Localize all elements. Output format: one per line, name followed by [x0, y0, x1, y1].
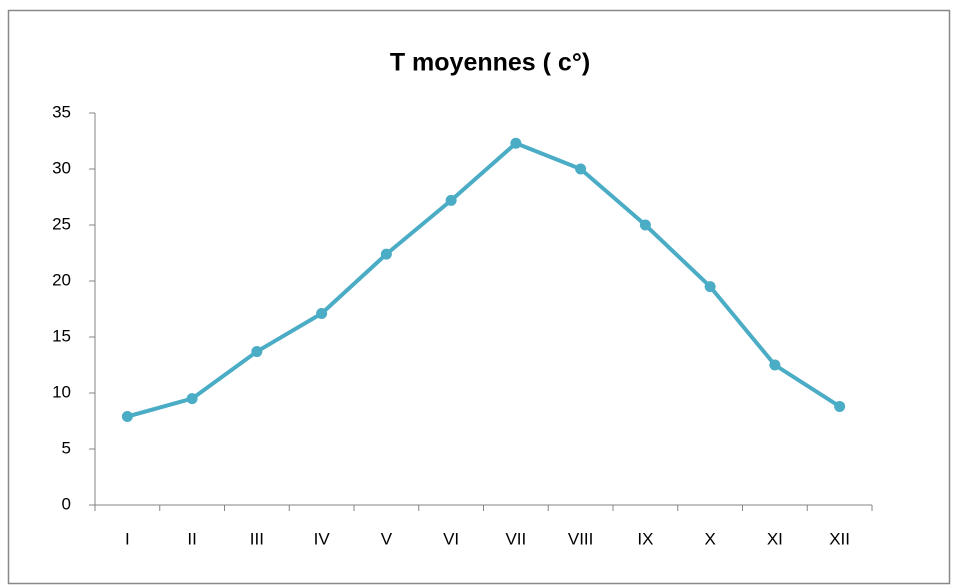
chart-border	[7, 9, 951, 585]
x-tick-label: I	[125, 529, 130, 548]
point	[121, 411, 133, 423]
y-tick-label: 20	[52, 270, 71, 289]
x-tick-label: XI	[767, 529, 783, 548]
point	[769, 359, 781, 371]
point	[316, 307, 328, 319]
x-tick-label: VI	[443, 529, 459, 548]
y-tick-label: 15	[52, 326, 71, 345]
point	[510, 137, 522, 149]
x-tick-label: II	[187, 529, 196, 548]
point	[704, 281, 716, 293]
x-tick-label: III	[250, 529, 264, 548]
x-tick-label: IV	[314, 529, 331, 548]
y-tick-label: 5	[62, 438, 71, 457]
point	[186, 393, 198, 405]
point	[380, 248, 392, 260]
point	[445, 194, 457, 206]
point	[575, 163, 587, 175]
line	[126, 141, 841, 419]
y-tick-label: 10	[52, 382, 71, 401]
x-tick-label: VII	[505, 529, 526, 548]
x-tick-label: VIII	[568, 529, 594, 548]
x-tick-label: V	[381, 529, 393, 548]
chart-title: T moyennes ( c°)	[390, 49, 590, 77]
point	[834, 400, 846, 412]
y-tick-label: 0	[62, 494, 71, 513]
point	[639, 219, 651, 231]
y-tick-label: 35	[52, 102, 71, 121]
x-tick-label: XII	[829, 529, 850, 548]
y-tick-label: 30	[52, 158, 71, 177]
y-tick-label: 25	[52, 214, 71, 233]
point	[251, 346, 263, 358]
x-tick-label: X	[704, 529, 715, 548]
x-tick-label: IX	[637, 529, 653, 548]
